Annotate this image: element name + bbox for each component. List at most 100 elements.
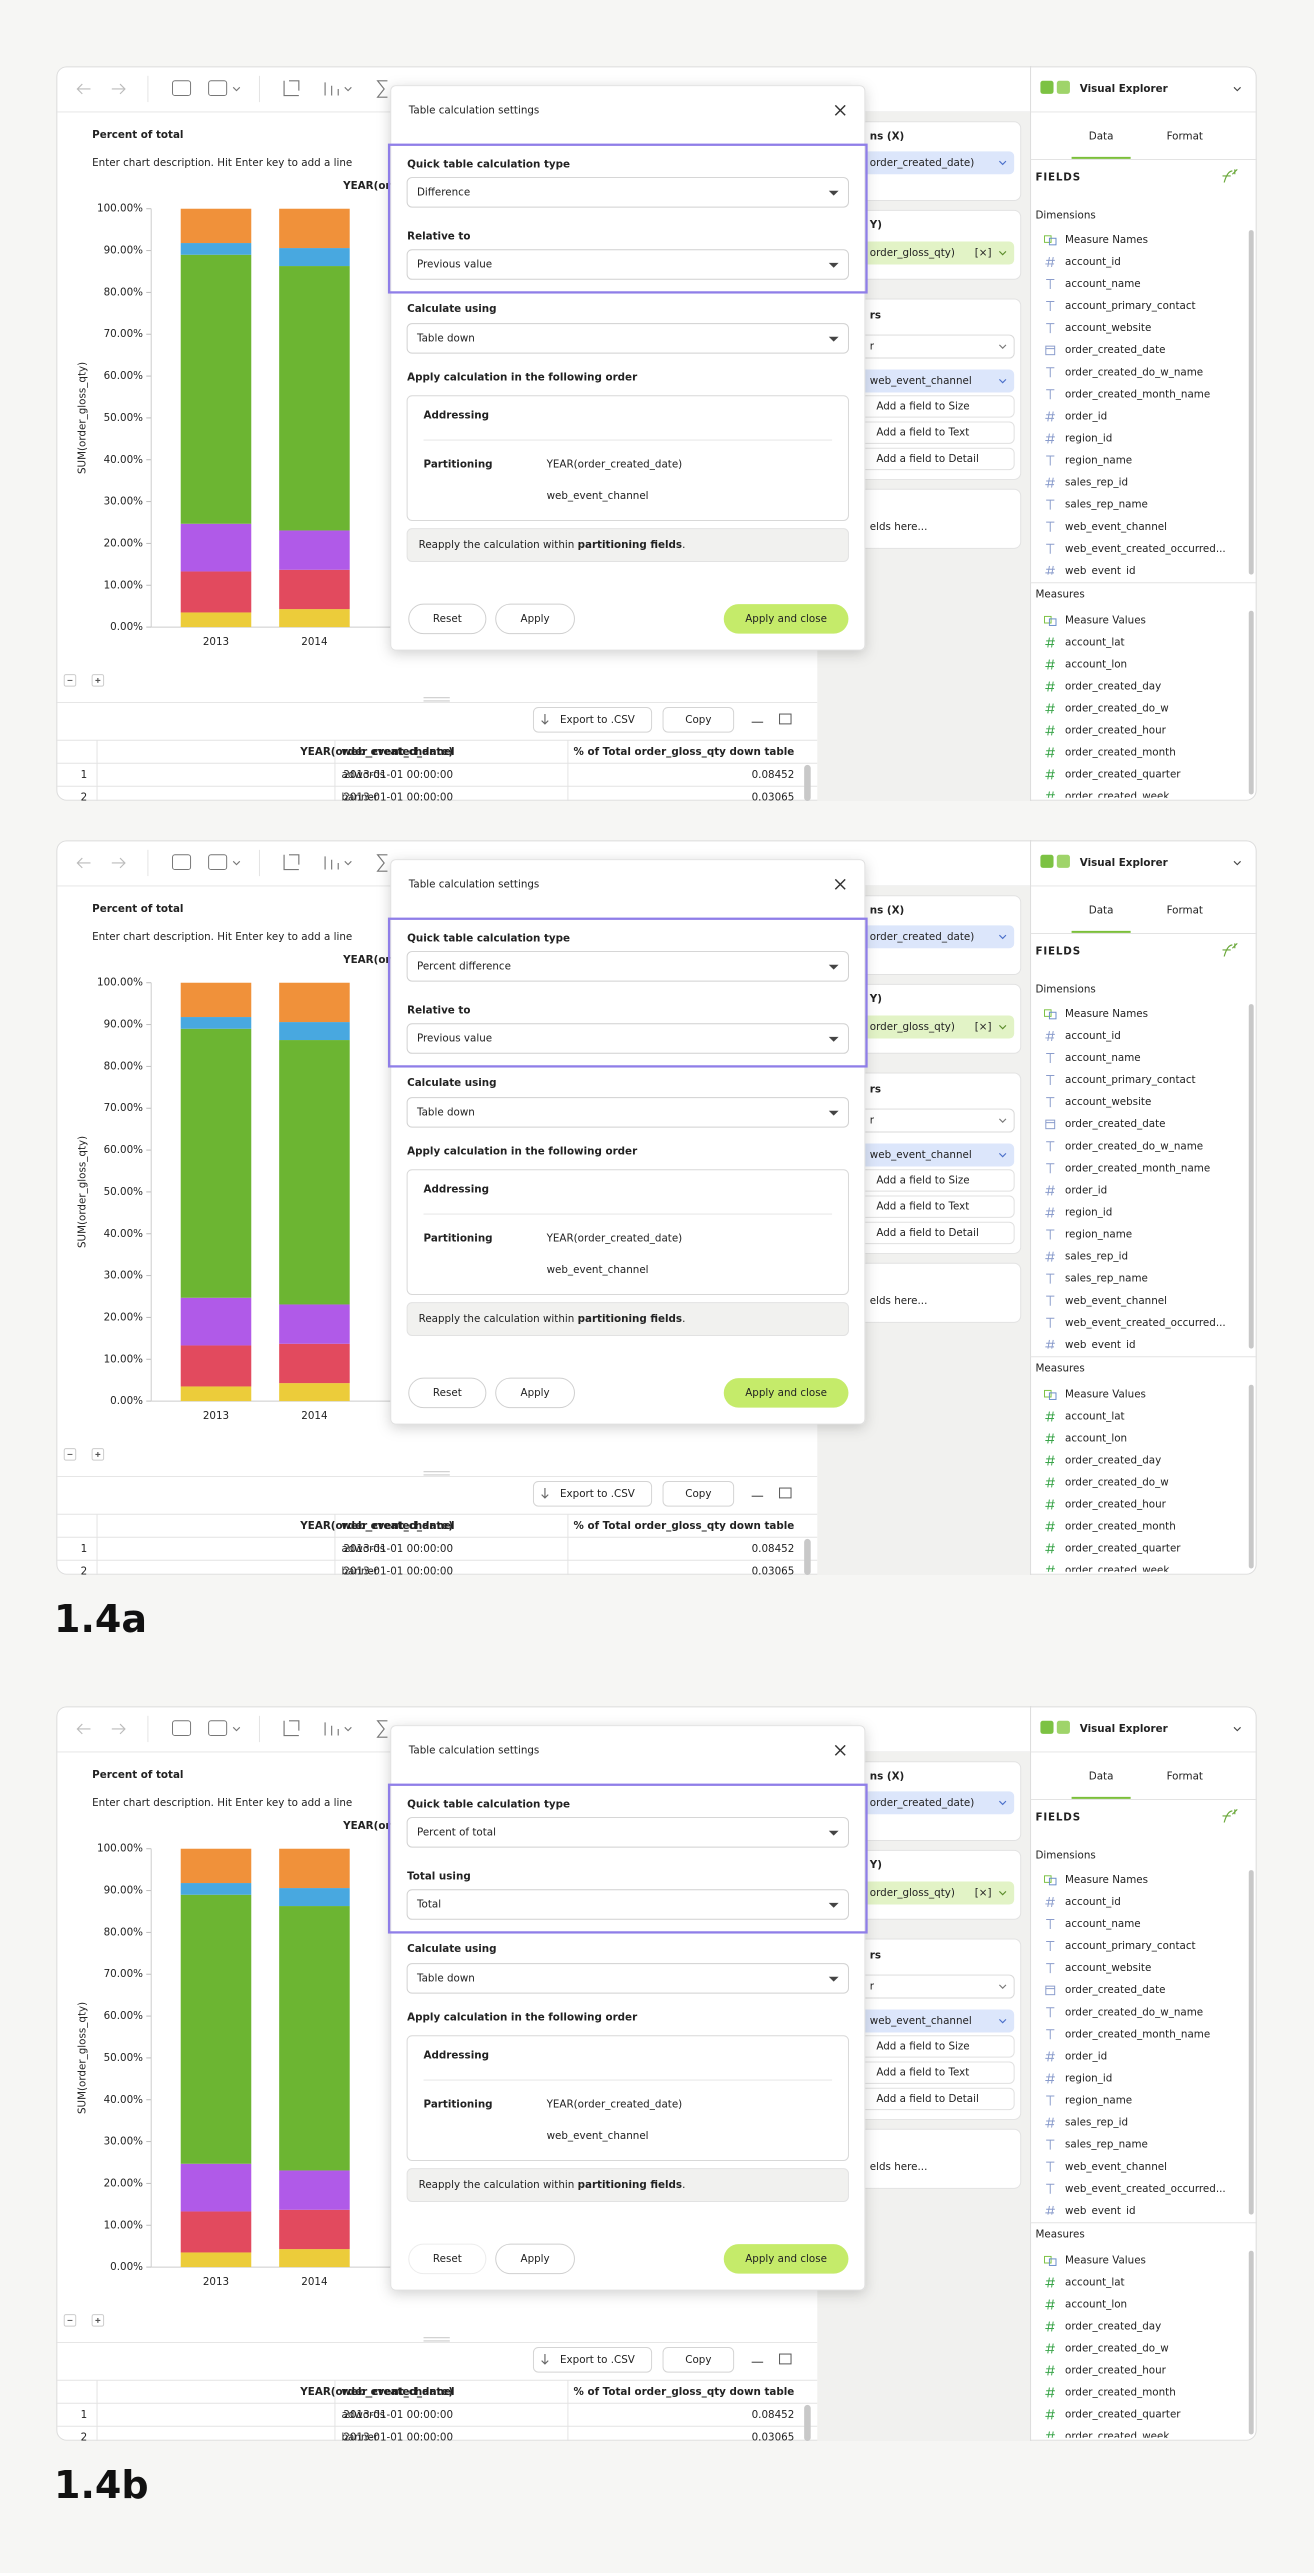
measure-field[interactable]: account_lat — [1065, 1411, 1125, 1423]
field-pill[interactable] — [856, 1881, 1015, 1905]
field-pill[interactable] — [856, 1791, 1015, 1815]
measure-field[interactable]: order_created_quarter — [1065, 1542, 1181, 1554]
dimension-field[interactable]: sales_rep_name — [1065, 2139, 1148, 2151]
dimension-field[interactable]: region_id — [1065, 2073, 1112, 2085]
dimension-field[interactable]: sales_rep_id — [1065, 477, 1128, 489]
measure-field[interactable]: order_created_week — [1065, 2430, 1169, 2441]
dimension-field[interactable]: order_created_do_w_name — [1065, 1140, 1203, 1152]
dimension-field[interactable]: web_event_id — [1065, 1339, 1136, 1351]
export-button[interactable] — [532, 1480, 653, 1507]
measure-field[interactable]: order_created_day — [1065, 2320, 1161, 2332]
dimension-field[interactable]: account_name — [1065, 1052, 1141, 1064]
dimension-field[interactable]: account_name — [1065, 278, 1141, 290]
dimension-field[interactable]: sales_rep_name — [1065, 1273, 1148, 1285]
select[interactable] — [406, 1963, 849, 1994]
dimension-field[interactable]: account_name — [1065, 1918, 1141, 1930]
measure-field[interactable]: order_created_day — [1065, 680, 1161, 692]
reset-button[interactable] — [408, 603, 487, 635]
select[interactable] — [406, 177, 849, 208]
dimension-field[interactable]: account_id — [1065, 1896, 1121, 1908]
dimension-field[interactable]: web_event_channel — [1065, 521, 1167, 533]
apply-close-button[interactable] — [723, 2244, 849, 2274]
field-pill[interactable] — [856, 369, 1015, 393]
tab[interactable]: Format — [1167, 131, 1203, 143]
dimension-field[interactable]: order_created_month_name — [1065, 388, 1210, 400]
measure-field[interactable]: order_created_week — [1065, 1564, 1169, 1575]
dimension-field[interactable]: order_id — [1065, 2050, 1107, 2062]
tab[interactable]: Data — [1089, 131, 1114, 143]
copy-button[interactable] — [662, 706, 735, 733]
dimension-field[interactable]: web_event_channel — [1065, 2161, 1167, 2173]
dimension-field[interactable]: web_event_id — [1065, 565, 1136, 577]
dimension-field[interactable]: account_id — [1065, 1030, 1121, 1042]
copy-button[interactable] — [662, 2346, 735, 2373]
measure-field[interactable]: Measure Values — [1065, 615, 1146, 627]
dimension-field[interactable]: account_website — [1065, 1096, 1151, 1108]
tab[interactable]: Data — [1089, 905, 1114, 917]
dimension-field[interactable]: account_id — [1065, 256, 1121, 268]
measure-field[interactable]: order_created_month — [1065, 2386, 1176, 2398]
measure-field[interactable]: order_created_do_w — [1065, 702, 1169, 714]
measure-field[interactable]: order_created_quarter — [1065, 768, 1181, 780]
measure-field[interactable]: Measure Values — [1065, 2255, 1146, 2267]
dimension-field[interactable]: Measure Names — [1065, 234, 1148, 246]
field-pill[interactable] — [856, 1015, 1015, 1039]
measure-field[interactable]: order_created_hour — [1065, 724, 1167, 736]
select[interactable] — [406, 1023, 849, 1054]
dimension-field[interactable]: account_primary_contact — [1065, 300, 1196, 312]
measure-field[interactable]: order_created_month — [1065, 746, 1176, 758]
measure-field[interactable]: account_lon — [1065, 1433, 1127, 1445]
measure-field[interactable]: order_created_day — [1065, 1454, 1161, 1466]
dimension-field[interactable]: region_id — [1065, 1207, 1112, 1219]
apply-button[interactable] — [495, 603, 575, 635]
dimension-field[interactable]: account_website — [1065, 322, 1151, 334]
dimension-field[interactable]: account_primary_contact — [1065, 1940, 1196, 1952]
tab[interactable]: Data — [1089, 1771, 1114, 1783]
apply-close-button[interactable] — [723, 604, 849, 634]
mark-select[interactable] — [856, 1108, 1015, 1133]
apply-button[interactable] — [495, 1377, 575, 1409]
dimension-field[interactable]: web_event_channel — [1065, 1295, 1167, 1307]
dimension-field[interactable]: region_name — [1065, 455, 1132, 467]
close-icon[interactable] — [834, 104, 846, 116]
dimension-field[interactable]: web_event_created_occurred... — [1065, 2183, 1226, 2195]
dimension-field[interactable]: web_event_created_occurred... — [1065, 1317, 1226, 1329]
dimension-field[interactable]: region_id — [1065, 433, 1112, 445]
dimension-field[interactable]: region_name — [1065, 1229, 1132, 1241]
close-icon[interactable] — [834, 1744, 846, 1756]
measure-field[interactable]: account_lon — [1065, 659, 1127, 671]
dimension-field[interactable]: order_created_do_w_name — [1065, 2006, 1203, 2018]
dimension-field[interactable]: order_id — [1065, 410, 1107, 422]
apply-close-button[interactable] — [723, 1378, 849, 1408]
dimension-field[interactable]: order_created_do_w_name — [1065, 366, 1203, 378]
mark-select[interactable] — [856, 1974, 1015, 1999]
select[interactable] — [406, 1097, 849, 1128]
dimension-field[interactable]: sales_rep_id — [1065, 1251, 1128, 1263]
measure-field[interactable]: account_lon — [1065, 2299, 1127, 2311]
select[interactable] — [406, 249, 849, 280]
dimension-field[interactable]: Measure Names — [1065, 1008, 1148, 1020]
dimension-field[interactable]: sales_rep_id — [1065, 2117, 1128, 2129]
measure-field[interactable]: order_created_week — [1065, 790, 1169, 801]
dimension-field[interactable]: order_created_date — [1065, 1118, 1166, 1130]
field-pill[interactable] — [856, 925, 1015, 949]
export-button[interactable] — [532, 2346, 653, 2373]
tab[interactable]: Format — [1167, 905, 1203, 917]
export-button[interactable] — [532, 706, 653, 733]
dimension-field[interactable]: region_name — [1065, 2095, 1132, 2107]
dimension-field[interactable]: order_created_month_name — [1065, 1162, 1210, 1174]
dimension-field[interactable]: order_created_date — [1065, 1984, 1166, 1996]
dimension-field[interactable]: account_website — [1065, 1962, 1151, 1974]
close-icon[interactable] — [834, 878, 846, 890]
select[interactable] — [406, 323, 849, 354]
dimension-field[interactable]: order_id — [1065, 1184, 1107, 1196]
measure-field[interactable]: order_created_hour — [1065, 1498, 1167, 1510]
field-pill[interactable] — [856, 241, 1015, 265]
measure-field[interactable]: order_created_do_w — [1065, 1476, 1169, 1488]
select[interactable] — [406, 1889, 849, 1920]
dimension-field[interactable]: order_created_month_name — [1065, 2028, 1210, 2040]
select[interactable] — [406, 1817, 849, 1848]
dimension-field[interactable]: web_event_created_occurred... — [1065, 543, 1226, 555]
dimension-field[interactable]: sales_rep_name — [1065, 499, 1148, 511]
select[interactable] — [406, 951, 849, 982]
